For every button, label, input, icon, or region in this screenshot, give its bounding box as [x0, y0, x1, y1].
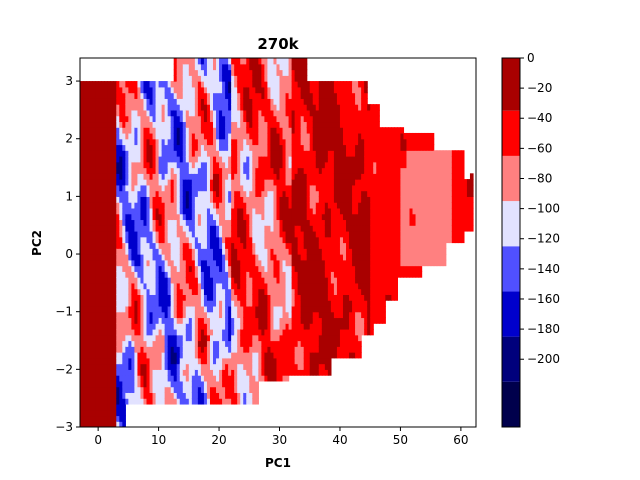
- x-axis-label: PC1: [265, 456, 291, 470]
- x-tick-label: 0: [94, 433, 102, 447]
- colorbar-tick-label: −160: [527, 292, 560, 306]
- colorbar-tick-label: −200: [527, 352, 560, 366]
- y-axis-label: PC2: [30, 230, 44, 256]
- y-tick-label: −3: [55, 420, 73, 434]
- chart-title: 270k: [257, 35, 299, 53]
- colorbar-level: [502, 110, 520, 156]
- colorbar-tick-label: −180: [527, 322, 560, 336]
- colorbar-tick-label: −140: [527, 262, 560, 276]
- colorbar-level: [502, 58, 520, 111]
- colorbar-tick-label: −40: [527, 111, 552, 125]
- colorbar-axis: 0 −20 −40 −60 −80 −100 −120 −140 −160 −180 −200: [520, 51, 560, 366]
- y-tick-label: 3: [65, 74, 73, 88]
- colorbar-frame: [501, 57, 521, 428]
- x-tick-label: 40: [332, 433, 347, 447]
- plot-frame: [79, 57, 477, 428]
- y-tick-label: 0: [65, 247, 73, 261]
- x-tick-label: 10: [151, 433, 166, 447]
- colorbar-level: [502, 336, 520, 382]
- colorbar-tick-label: −80: [527, 171, 552, 185]
- colorbar-level: [502, 291, 520, 337]
- colorbar-tick-label: −100: [527, 202, 560, 216]
- colorbar: [502, 58, 520, 427]
- x-tick-label: 30: [272, 433, 287, 447]
- colorbar-level: [502, 381, 520, 427]
- colorbar-tick-label: 0: [527, 51, 535, 65]
- colorbar-level: [502, 246, 520, 292]
- x-axis: 0 10 20 30 40 50 60: [94, 427, 469, 447]
- colorbar-tick-label: −60: [527, 141, 552, 155]
- y-axis: −3 −2 −1 0 1 2 3: [55, 74, 80, 434]
- y-tick-label: −2: [55, 362, 73, 376]
- colorbar-tick-label: −20: [527, 81, 552, 95]
- colorbar-level: [502, 155, 520, 202]
- colorbar-tick-label: −120: [527, 232, 560, 246]
- colorbar-level: [502, 201, 520, 247]
- x-tick-label: 60: [453, 433, 468, 447]
- y-tick-label: −1: [55, 305, 73, 319]
- x-tick-label: 50: [393, 433, 408, 447]
- y-tick-label: 2: [65, 132, 73, 146]
- contour-fill: [80, 58, 474, 427]
- y-tick-label: 1: [65, 189, 73, 203]
- x-tick-label: 20: [211, 433, 226, 447]
- plot-area: [80, 58, 476, 427]
